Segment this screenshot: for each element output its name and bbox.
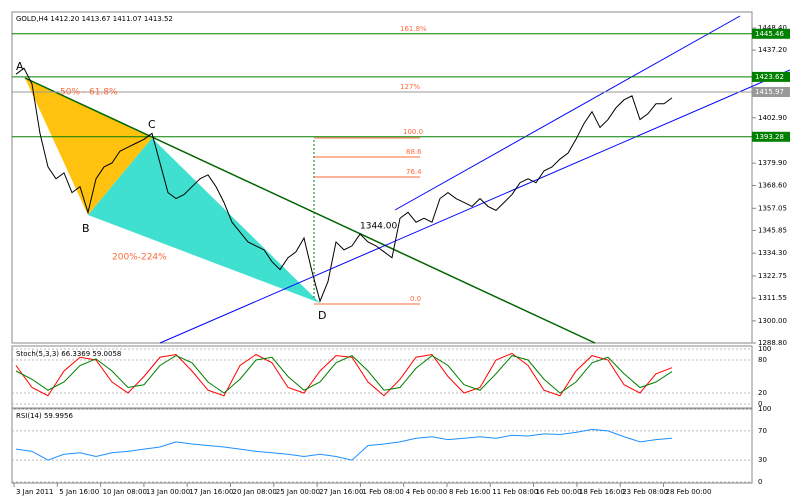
y-tick-label: 1311.55 [758,294,787,302]
rsi-tick-label: 0 [758,478,762,486]
annotation: D [318,309,326,322]
chart-title: GOLD,H4 1412.20 1413.67 1411.07 1413.52 [16,15,173,23]
x-tick-label: 1 Feb 08:00 [362,488,403,496]
rsi-tick-label: 70 [758,427,767,435]
x-tick-label: 10 Jan 08:00 [103,488,147,496]
y-tick-label: 1288.80 [758,339,787,347]
x-tick-label: 13 Jan 00:00 [146,488,190,496]
x-tick-label: 23 Feb 08:00 [622,488,668,496]
annotation: 200%-224% [112,253,167,263]
annotation: 76.4 [406,168,422,176]
x-tick-label: 20 Jan 08:00 [233,488,277,496]
level-tag [752,71,790,82]
y-tick-label: 1357.05 [758,204,787,212]
rsi-tick-label: 30 [758,456,767,464]
x-tick-label: 3 Jan 2011 [16,488,54,496]
level-label: 1423.62 [755,73,784,81]
stoch-label: Stoch(5,3,3) 66.3369 59.0058 [16,350,121,358]
level-tag [752,86,790,97]
level-label: 1445.46 [755,30,784,38]
fib-lines [314,137,420,305]
x-tick-label: 25 Jan 00:00 [276,488,320,496]
x-tick-label: 5 Jan 16:00 [59,488,99,496]
annotation: 88.6 [406,148,422,156]
annotation: 100.0 [403,128,423,136]
level-label: 1393.28 [755,133,784,141]
x-tick-label: 17 Jan 16:00 [189,488,233,496]
main-panel [11,11,753,344]
annotation: A [16,60,24,73]
annotation: 161.8% [400,25,427,33]
x-tick-label: 4 Feb 00:00 [406,488,447,496]
level-tag [752,28,790,39]
x-tick-label: 16 Feb 00:00 [536,488,582,496]
y-tick-label: 1300.00 [758,317,787,325]
x-tick-label: 8 Feb 16:00 [449,488,490,496]
annotation: 0.0 [410,295,421,303]
y-tick-label: 1379.90 [758,159,787,167]
x-tick-label: 28 Feb 00:00 [666,488,712,496]
stoch-tick-label: 20 [758,389,767,397]
channel-upper [394,15,741,211]
annotation: 1344.00 [360,222,397,232]
price-line [15,67,673,303]
stoch-panel [11,345,753,409]
annotation: B [82,222,90,235]
y-tick-label: 1334.30 [758,249,787,257]
pattern-cd [88,138,320,303]
stoch-tick-label: 0 [758,400,762,408]
x-tick-label: 18 Feb 16:00 [579,488,625,496]
rsi-label: RSI(14) 59.9956 [16,412,73,420]
trendline [24,77,596,344]
y-tick-label: 1402.90 [758,114,787,122]
x-tick-label: 27 Jan 16:00 [319,488,363,496]
stoch-tick-label: 80 [758,356,767,364]
y-tick-label: 1448.40 [758,24,787,32]
annotation: 127% [400,83,420,91]
stoch-line [15,354,673,394]
x-tick-label: 11 Feb 08:00 [492,488,538,496]
y-tick-label: 1368.60 [758,181,787,189]
y-tick-label: 1437.20 [758,46,787,54]
channel-lower [159,69,790,344]
level-tag [752,131,790,142]
y-tick-label: 1322.75 [758,272,787,280]
annotation: C [148,118,156,131]
stoch-tick-label: 100 [758,345,771,353]
rsi-tick-label: 100 [758,405,771,413]
level-label: 1415.97 [755,88,784,96]
annotation: 50% - 61.8% [60,88,118,98]
y-tick-label: 1345.85 [758,226,787,234]
rsi-line [15,428,673,461]
pattern-ab [25,78,152,215]
